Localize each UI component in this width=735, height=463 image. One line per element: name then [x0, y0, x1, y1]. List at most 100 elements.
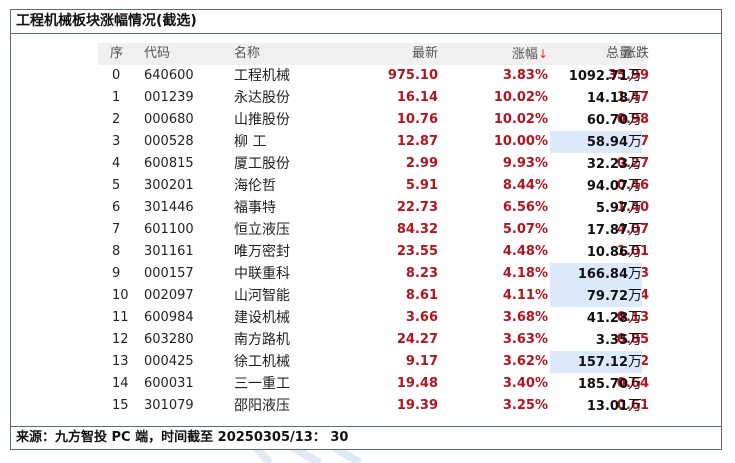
row-idx: 13: [112, 354, 129, 369]
row-chg: 0.61: [616, 398, 649, 413]
row-pct: 10.02%: [493, 112, 548, 127]
row-pct: 10.02%: [493, 90, 548, 105]
table-row[interactable]: 4 600815 厦工股份 2.99 9.93% 0.27 32.23万: [98, 153, 649, 175]
row-vol: 5.97万: [550, 197, 642, 219]
row-idx: 14: [112, 376, 129, 391]
row-vol: 166.84万: [550, 263, 642, 285]
table-row[interactable]: 8 301161 唯万密封 23.55 4.48% 1.01 10.86万: [98, 241, 649, 263]
row-name: 海伦哲: [234, 178, 276, 194]
row-vol: 41.28万: [550, 307, 642, 329]
row-vol-unit: 万: [628, 266, 642, 282]
row-chg: 0.98: [616, 112, 649, 127]
row-vol-value: 58.94: [586, 135, 628, 150]
header-idx[interactable]: 序: [110, 46, 124, 61]
row-code: 640600: [144, 68, 194, 83]
row-vol-unit: 万: [628, 288, 642, 304]
row-idx: 4: [112, 156, 121, 171]
row-code: 603280: [144, 332, 194, 347]
row-code: 000528: [144, 134, 194, 149]
header-pct-label: 涨幅: [511, 47, 538, 62]
row-idx: 6: [112, 200, 121, 215]
row-chg: 0.27: [616, 156, 649, 171]
row-vol: 10.86万: [550, 241, 642, 263]
table-row[interactable]: 1 001239 永达股份 16.14 10.02% 1.47 14.18万: [98, 87, 649, 109]
row-idx: 7: [112, 222, 121, 237]
table-row[interactable]: 0 640600 工程机械 975.10 3.83% 35.99 1092.71万: [98, 65, 649, 87]
table-row[interactable]: 7 601100 恒立液压 84.32 5.07% 4.07 17.87万: [98, 219, 649, 241]
row-vol-unit: 万: [628, 222, 642, 238]
row-price: 24.27: [396, 332, 438, 347]
row-vol-value: 1092.71: [568, 69, 628, 84]
row-vol: 14.18万: [550, 87, 642, 109]
row-name: 徐工机械: [234, 354, 290, 370]
row-price: 975.10: [387, 68, 438, 83]
table-row[interactable]: 12 603280 南方路机 24.27 3.63% 0.85 3.35万: [98, 329, 649, 351]
row-price: 5.91: [405, 178, 438, 193]
header-chg[interactable]: 涨跌: [622, 46, 649, 61]
header-code[interactable]: 代码: [144, 46, 171, 61]
table-row[interactable]: 5 300201 海伦哲 5.91 8.44% 0.46 94.07万: [98, 175, 649, 197]
row-vol-value: 14.18: [586, 91, 628, 106]
row-pct: 4.11%: [502, 288, 548, 303]
row-name: 邵阳液压: [234, 398, 290, 414]
row-vol: 60.70万: [550, 109, 642, 131]
row-vol-unit: 万: [628, 200, 642, 216]
row-chg: 1.40: [616, 200, 649, 215]
row-code: 000157: [144, 266, 194, 281]
row-vol-value: 166.84: [577, 267, 628, 282]
header-vol[interactable]: 总量: [605, 46, 632, 61]
row-vol-unit: 万: [628, 398, 642, 414]
row-vol-unit: 万: [628, 90, 642, 106]
row-vol-value: 41.28: [586, 311, 628, 326]
row-idx: 11: [112, 310, 129, 325]
row-idx: 0: [112, 68, 121, 83]
row-vol: 1092.71万: [550, 65, 642, 87]
table-row[interactable]: 2 000680 山推股份 10.76 10.02% 0.98 60.70万: [98, 109, 649, 131]
row-chg: 0.85: [616, 332, 649, 347]
table-row[interactable]: 15 301079 邵阳液压 19.39 3.25% 0.61 13.01万: [98, 395, 649, 417]
row-vol-value: 10.86: [586, 245, 628, 260]
row-idx: 2: [112, 112, 121, 127]
row-name: 永达股份: [234, 90, 290, 106]
row-vol-unit: 万: [628, 244, 642, 260]
row-vol: 58.94万: [550, 131, 642, 153]
row-chg: 4.07: [616, 222, 649, 237]
table-row[interactable]: 6 301446 福事特 22.73 6.56% 1.40 5.97万: [98, 197, 649, 219]
row-code: 601100: [144, 222, 194, 237]
row-code: 000680: [144, 112, 194, 127]
table-row[interactable]: 11 600984 建设机械 3.66 3.68% 0.13 41.28万: [98, 307, 649, 329]
row-vol-unit: 万: [628, 332, 642, 348]
row-vol-value: 185.70: [577, 377, 628, 392]
row-chg: 0.13: [616, 310, 649, 325]
table-row[interactable]: 14 600031 三一重工 19.48 3.40% 0.64 185.70万: [98, 373, 649, 395]
row-vol-value: 60.70: [586, 113, 628, 128]
row-pct: 8.44%: [502, 178, 548, 193]
row-code: 001239: [144, 90, 194, 105]
header-name[interactable]: 名称: [234, 46, 261, 61]
row-idx: 12: [112, 332, 129, 347]
row-vol: 79.72万: [550, 285, 642, 307]
row-code: 301161: [144, 244, 194, 259]
row-vol-value: 79.72: [586, 289, 628, 304]
row-name: 柳 工: [234, 134, 267, 150]
row-idx: 10: [112, 288, 129, 303]
row-price: 23.55: [396, 244, 438, 259]
row-name: 福事特: [234, 200, 276, 216]
header-pct[interactable]: 涨幅↓: [438, 43, 548, 65]
row-vol-value: 94.07: [586, 179, 628, 194]
row-price: 12.87: [396, 134, 438, 149]
row-price: 19.48: [396, 376, 438, 391]
row-price: 2.99: [405, 156, 438, 171]
row-price: 84.32: [396, 222, 438, 237]
row-vol: 94.07万: [550, 175, 642, 197]
row-chg: 1.47: [616, 90, 649, 105]
row-code: 300201: [144, 178, 194, 193]
header-price[interactable]: 最新: [411, 46, 438, 61]
row-vol: 17.87万: [550, 219, 642, 241]
row-vol-value: 17.87: [586, 223, 628, 238]
row-pct: 4.18%: [502, 266, 548, 281]
